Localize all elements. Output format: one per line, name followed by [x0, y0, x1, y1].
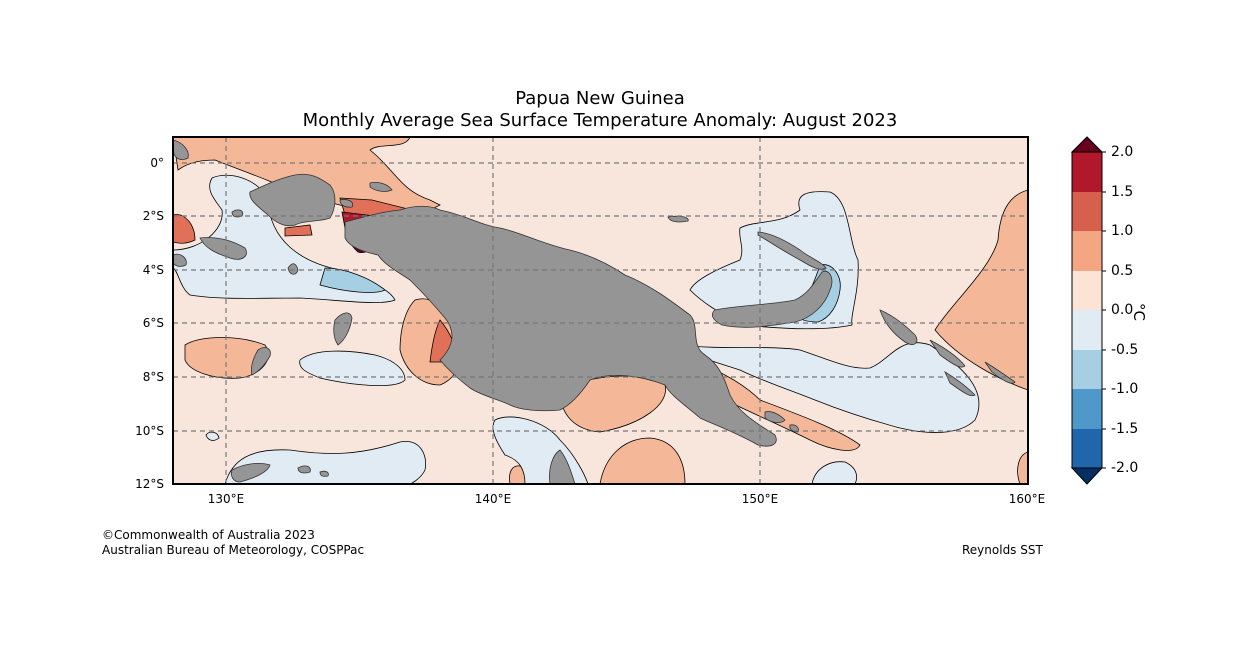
louisiade-archipelago [764, 411, 799, 433]
lat-tick-label: 2°S [142, 209, 164, 223]
map-subtitle: Monthly Average Sea Surface Temperature … [302, 110, 898, 131]
seram-island [199, 237, 247, 260]
anomaly-zone-cooler [319, 267, 386, 293]
new-guinea-landmass [344, 205, 777, 447]
kei-islands [287, 263, 299, 275]
anomaly-zone-warm [599, 437, 686, 484]
map-frame [172, 136, 1029, 485]
tanimbar-islands [250, 347, 271, 376]
anomaly-zone-warm [934, 189, 1028, 391]
anomaly-zone-cool [205, 431, 220, 441]
colorbar-segment [1072, 192, 1102, 231]
lat-tick-label: 4°S [142, 263, 164, 277]
colorbar-tick-label: -1.0 [1111, 381, 1139, 397]
small-island-group [297, 465, 329, 477]
bougainville-island [879, 309, 918, 345]
colorbar-segment [1072, 429, 1102, 468]
colorbar-unit-label: °C [1130, 303, 1148, 321]
aru-islands [333, 312, 353, 346]
lat-tick-label: 10°S [135, 424, 164, 438]
timor-island [231, 463, 271, 483]
misool-island [231, 209, 244, 218]
colorbar-segment [1072, 310, 1102, 350]
colorbar-segment [1072, 389, 1102, 429]
buru-island [173, 253, 187, 267]
lon-tick-label: 150°E [741, 492, 779, 506]
anomaly-zone-cool [678, 342, 980, 433]
sst-anomaly-field [173, 137, 1028, 484]
colorbar [1070, 136, 1106, 485]
colorbar-tick-label: 0.0 [1111, 302, 1134, 318]
biak-island [369, 182, 393, 192]
colorbar-tick-label: -1.5 [1111, 421, 1139, 437]
anomaly-zone-warm [1017, 451, 1028, 484]
lat-tick-label: 8°S [142, 370, 164, 384]
bird-head-peninsula [249, 173, 336, 227]
colorbar-segment [1072, 271, 1102, 310]
halmahera-island [173, 139, 189, 160]
lat-tick-label: 0° [150, 156, 164, 170]
lon-tick-label: 140°E [474, 492, 512, 506]
yapen-island [339, 199, 354, 208]
land-masses [173, 139, 1016, 484]
colorbar-segment-extend-low [1070, 467, 1104, 485]
australia-cape-york [549, 449, 576, 484]
graticule [173, 137, 1028, 484]
colorbar-segment [1072, 350, 1102, 389]
anomaly-zone-warmer [284, 224, 313, 237]
colorbar-tick-label: 0.5 [1111, 263, 1134, 279]
map-title: Papua New Guinea [515, 88, 685, 109]
colorbar-tick-label: -0.5 [1111, 342, 1139, 358]
lat-tick-label: 12°S [135, 477, 164, 491]
data-source-text: Reynolds SST [962, 543, 1043, 557]
new-ireland-island [757, 231, 827, 270]
colorbar-segment-extend-high [1070, 136, 1104, 153]
colorbar-segment [1072, 231, 1102, 271]
anomaly-zone-cool [224, 441, 427, 484]
lat-tick-label: 6°S [142, 316, 164, 330]
copyright-text: ©Commonwealth of Australia 2023 [102, 528, 315, 542]
lon-tick-label: 130°E [207, 492, 245, 506]
colorbar-tick-label: 2.0 [1111, 144, 1134, 160]
lon-tick-label: 160°E [1008, 492, 1046, 506]
colorbar-tick-label: -2.0 [1111, 460, 1139, 476]
solomon-islands-chain [929, 339, 1016, 397]
colorbar-tick-label: 1.5 [1111, 184, 1134, 200]
colorbar-segment [1072, 152, 1102, 192]
anomaly-zone-cool [811, 461, 857, 484]
agency-text: Australian Bureau of Meteorology, COSPPa… [102, 543, 365, 557]
new-britain-island [711, 270, 833, 328]
colorbar-tick-label: 1.0 [1111, 223, 1134, 239]
